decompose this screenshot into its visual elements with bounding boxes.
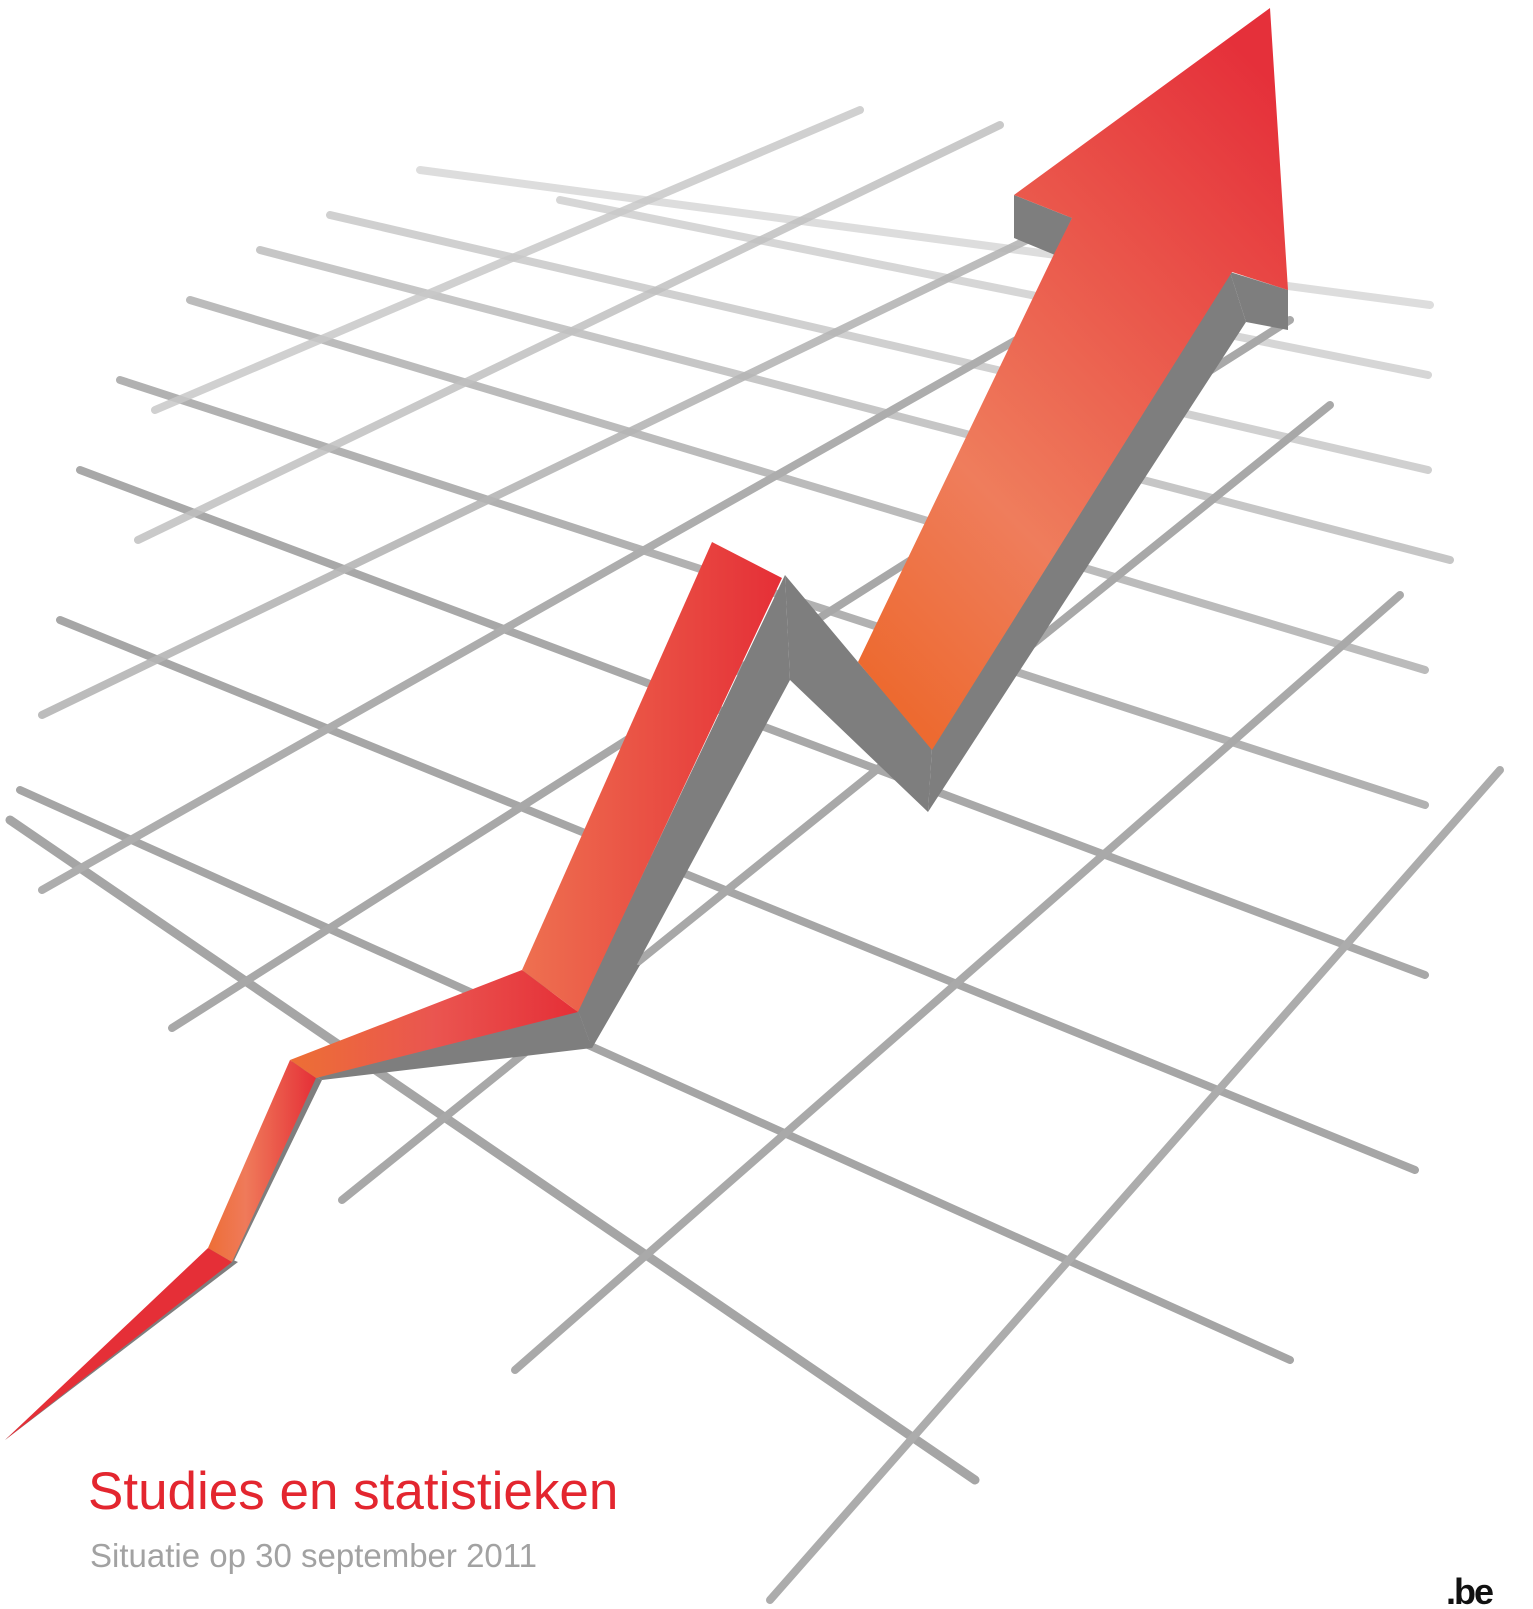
arrow-segment-3 bbox=[522, 542, 782, 1012]
arrow-segment-1 bbox=[208, 1060, 316, 1262]
arrow-segment-tail bbox=[5, 1248, 232, 1440]
be-logo: .be bbox=[1446, 1571, 1494, 1609]
grid-lines bbox=[5, 106, 1504, 1604]
cover-title: Studies en statistieken bbox=[88, 1462, 619, 1521]
cover-subtitle: Situatie op 30 september 2011 bbox=[90, 1537, 538, 1574]
arrow-head bbox=[858, 8, 1288, 750]
arrow-front bbox=[5, 8, 1288, 1440]
arrow-segment-2 bbox=[290, 970, 578, 1078]
